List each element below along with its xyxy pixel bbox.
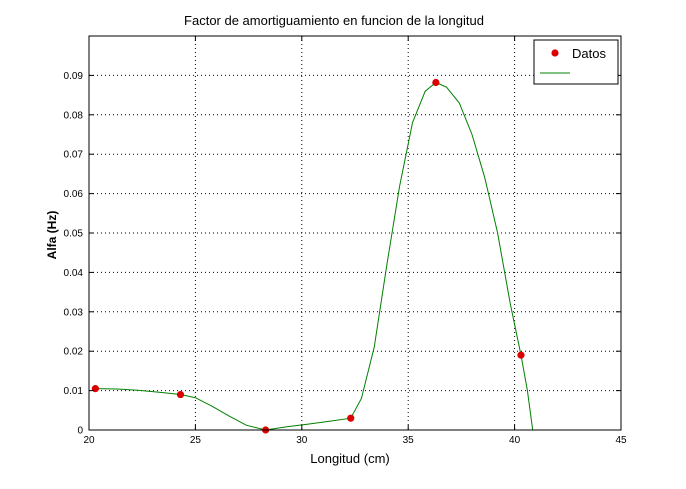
data-point: [347, 414, 355, 422]
x-tick-label: 40: [509, 435, 521, 446]
y-tick-label: 0.02: [64, 347, 84, 358]
data-point: [432, 78, 440, 87]
data-point: [517, 351, 525, 359]
legend: Datos: [533, 39, 619, 85]
y-axis-label: Alfa (Hz): [45, 211, 59, 260]
y-tick-label: 0.05: [64, 229, 84, 240]
curve-layer: [95, 81, 534, 431]
y-tick-label: 0.04: [64, 268, 84, 279]
y-tick-label: 0.03: [64, 307, 84, 318]
y-tick-label: 0.06: [64, 189, 84, 200]
y-tick-label: 0.01: [64, 386, 84, 397]
x-axis-ticks: 20 25 30 35 40 45: [83, 36, 627, 446]
x-tick-label: 45: [615, 435, 627, 446]
y-tick-label: 0.09: [64, 71, 84, 82]
y-tick-label: 0: [77, 426, 83, 437]
x-tick-label: 30: [296, 435, 308, 446]
data-point: [91, 385, 99, 393]
chart-title: Factor de amortiguamiento en funcion de …: [184, 13, 484, 28]
legend-box: [533, 39, 619, 85]
data-point: [176, 390, 185, 399]
x-axis-label: Longitud (cm): [310, 451, 389, 466]
y-tick-label: 0.07: [64, 150, 84, 161]
fit-curve-line: [95, 81, 534, 431]
x-tick-label: 20: [83, 435, 95, 446]
legend-label-datos: Datos: [572, 46, 606, 61]
y-tick-label: 0.08: [64, 110, 84, 121]
y-axis-ticks: 0 0.01 0.02 0.03 0.04 0.05 0.06 0.07 0.08 0.09: [64, 71, 621, 437]
x-tick-label: 25: [190, 435, 202, 446]
grid-lines: [89, 36, 621, 430]
legend-marker-datos: [551, 49, 559, 57]
x-tick-label: 35: [403, 435, 415, 446]
